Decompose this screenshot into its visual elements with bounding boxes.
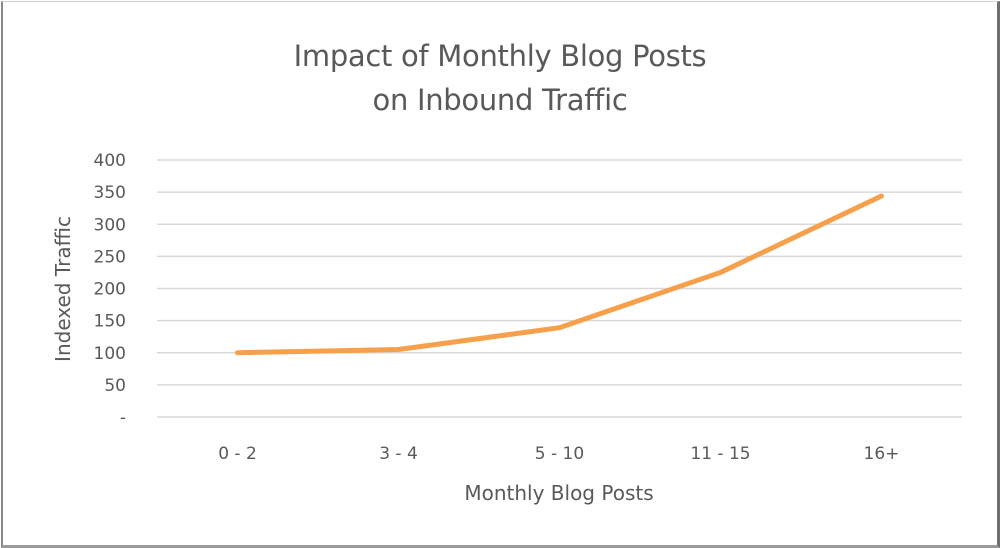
chart-title: Impact of Monthly Blog Posts on Inbound …	[0, 34, 1000, 122]
y-tick-label: -	[120, 408, 126, 428]
y-tick-label: 150	[94, 312, 126, 332]
y-tick-label: 250	[94, 247, 126, 267]
series-line	[235, 193, 884, 356]
y-axis-title: Indexed Traffic	[51, 216, 75, 362]
chart-title-line-2: on Inbound Traffic	[372, 83, 628, 117]
chart-title-line-1: Impact of Monthly Blog Posts	[293, 39, 707, 73]
x-axis-title: Monthly Blog Posts	[464, 481, 653, 505]
gridlines	[157, 159, 962, 418]
y-tick-label: 200	[94, 280, 126, 300]
y-tick-label: 50	[104, 376, 126, 396]
x-tick-label: 0 - 2	[218, 444, 257, 464]
x-tick-label: 11 - 15	[690, 444, 750, 464]
x-axis-ticks: 0 - 2 3 - 4 5 - 10 11 - 15 16+	[218, 444, 899, 464]
y-tick-label: 400	[94, 151, 126, 171]
y-tick-label: 300	[94, 215, 126, 235]
x-tick-label: 16+	[864, 444, 900, 464]
y-tick-label: 350	[94, 183, 126, 203]
x-tick-label: 3 - 4	[379, 444, 418, 464]
x-tick-label: 5 - 10	[535, 444, 584, 464]
y-tick-label: 100	[94, 344, 126, 364]
y-axis-ticks: - 50 100 150 200 250 300 350 400	[94, 151, 126, 428]
